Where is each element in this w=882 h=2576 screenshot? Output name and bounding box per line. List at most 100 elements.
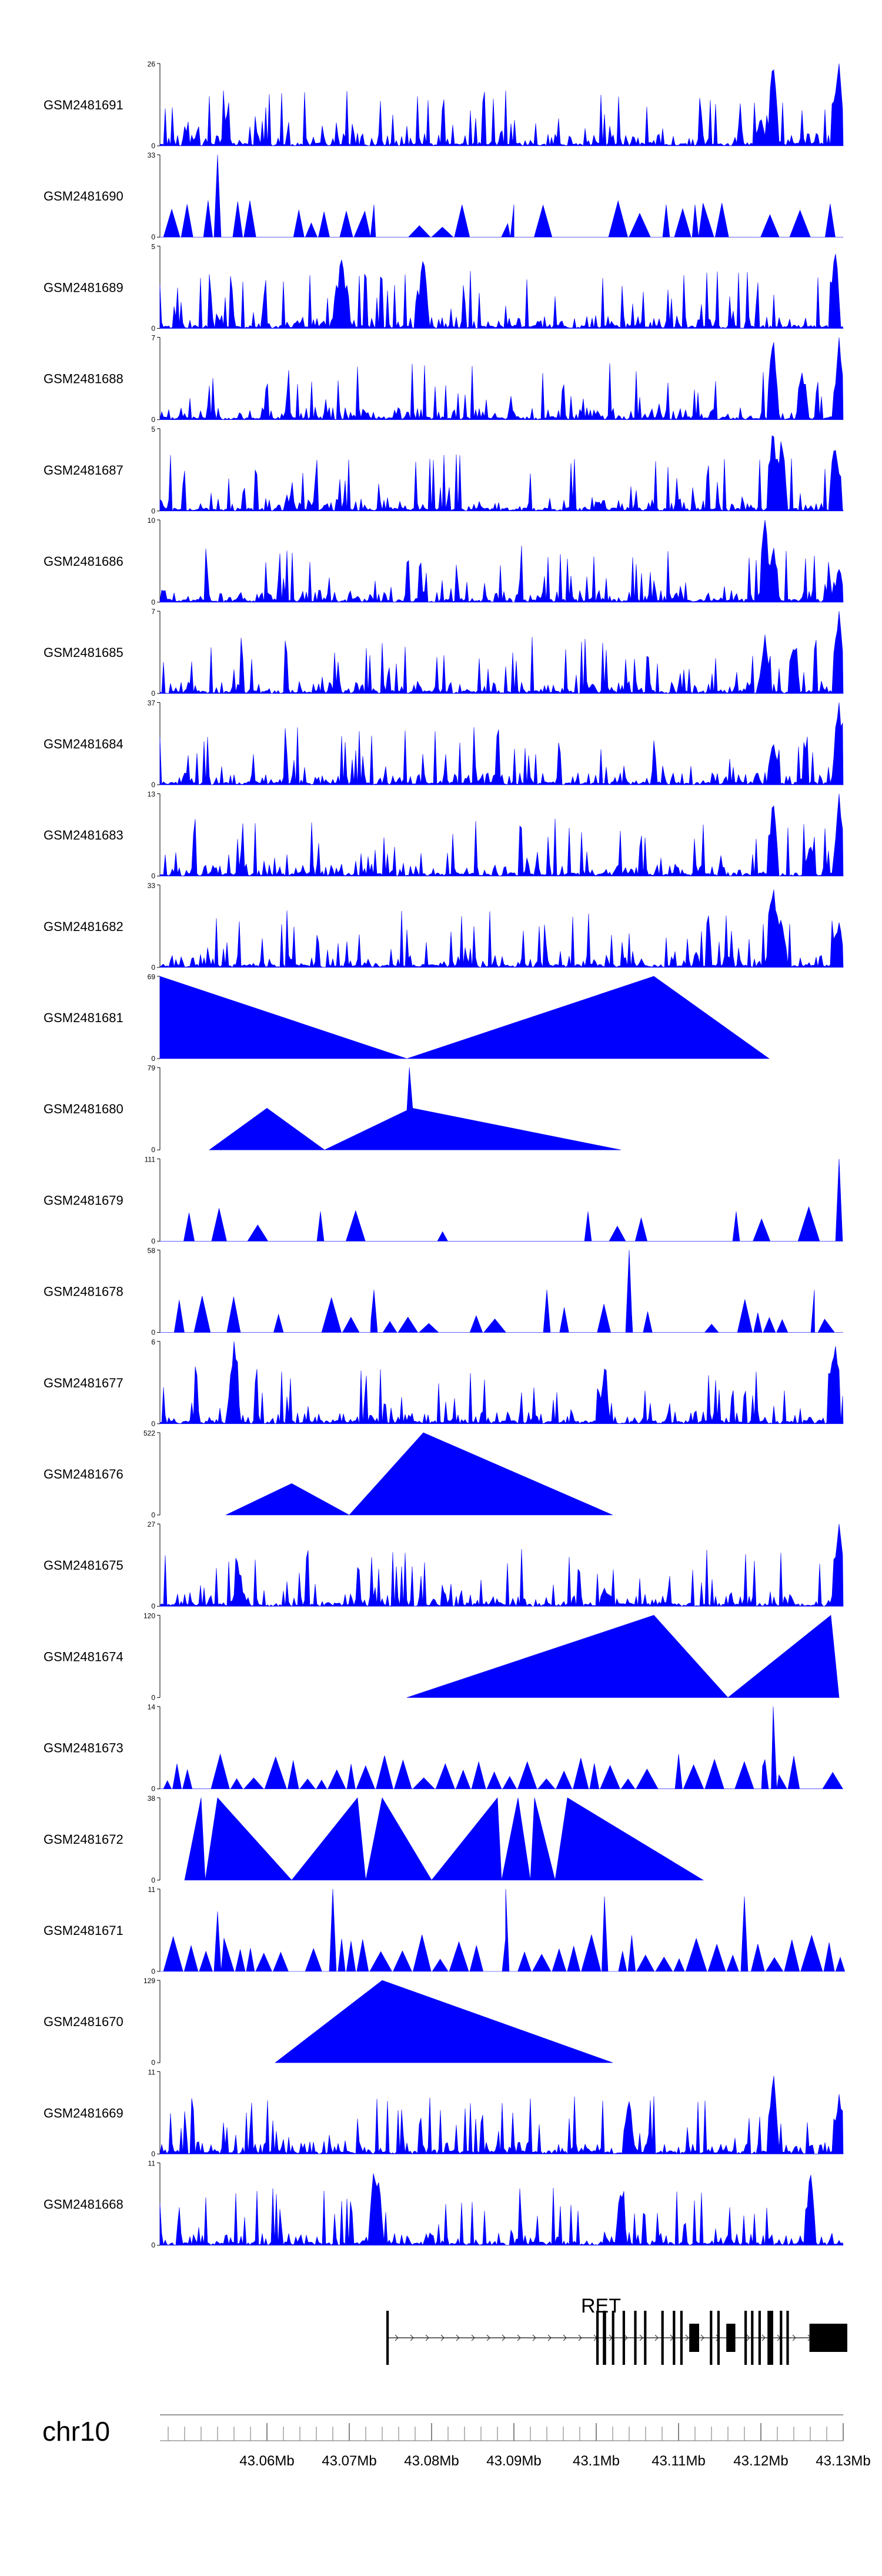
y-zero-label: 0 <box>151 1876 155 1884</box>
coverage-area <box>159 976 770 1059</box>
strand-arrow-icon <box>761 2334 766 2341</box>
track-label: GSM2481686 <box>44 554 123 569</box>
track-GSM2481674: GSM2481674 120 0 <box>44 1611 840 1701</box>
track-label: GSM2481680 <box>44 1102 123 1116</box>
track-GSM2481671: GSM2481671 11 0 <box>44 1886 846 1976</box>
y-zero-label: 0 <box>151 598 155 606</box>
y-zero-label: 0 <box>151 1237 155 1245</box>
exon-19 <box>780 2311 783 2365</box>
exon-17 <box>758 2311 761 2365</box>
y-zero-label: 0 <box>151 1420 155 1428</box>
exon-14 <box>726 2324 736 2352</box>
strand-arrow-icon <box>746 2334 750 2341</box>
y-max-label: 129 <box>143 1977 155 1985</box>
y-max-label: 33 <box>148 882 156 890</box>
track-label: GSM2481669 <box>44 2105 123 2120</box>
track-GSM2481680: GSM2481680 79 0 <box>44 1064 622 1154</box>
y-max-label: 69 <box>148 973 156 981</box>
coverage-area <box>184 1797 704 1881</box>
track-GSM2481670: GSM2481670 129 0 <box>44 1977 613 2067</box>
track-label: GSM2481676 <box>44 1467 123 1481</box>
exon-9 <box>673 2311 676 2365</box>
track-GSM2481686: GSM2481686 10 0 <box>44 516 844 606</box>
exon-10 <box>680 2311 683 2365</box>
strand-arrow-icon <box>532 2334 536 2341</box>
strand-arrow-icon <box>486 2334 490 2341</box>
exon-2 <box>596 2311 599 2365</box>
coverage-area <box>159 611 844 694</box>
track-label: GSM2481690 <box>44 189 123 203</box>
coverage-area <box>159 1341 844 1424</box>
coverage-area <box>160 1706 843 1789</box>
track-label: GSM2481677 <box>44 1376 123 1390</box>
exon-5 <box>622 2311 625 2365</box>
y-max-label: 79 <box>148 1064 156 1072</box>
coverage-area <box>159 793 844 877</box>
coverage-area <box>160 155 843 238</box>
strand-arrow-icon <box>685 2334 689 2341</box>
coverage-area <box>159 702 844 785</box>
track-label: GSM2481687 <box>44 463 123 478</box>
y-max-label: 10 <box>148 516 156 525</box>
track-label: GSM2481678 <box>44 1284 123 1299</box>
track-GSM2481676: GSM2481676 522 0 <box>44 1429 613 1519</box>
track-GSM2481689: GSM2481689 5 0 <box>44 242 844 332</box>
track-GSM2481679: GSM2481679 111 0 <box>44 1155 843 1245</box>
y-max-label: 7 <box>151 334 155 342</box>
strand-arrow-icon <box>624 2334 628 2341</box>
y-max-label: 38 <box>148 1794 156 1803</box>
exon-20 <box>786 2311 789 2365</box>
y-max-label: 11 <box>148 2068 156 2076</box>
strand-arrow-icon <box>425 2334 429 2341</box>
y-max-label: 120 <box>143 1611 155 1620</box>
coverage-area <box>225 1432 613 1516</box>
track-GSM2481677: GSM2481677 6 0 <box>44 1338 844 1428</box>
gene-name: RET <box>581 2295 621 2317</box>
y-max-label: 13 <box>148 790 156 799</box>
y-zero-label: 0 <box>151 2150 155 2158</box>
y-max-label: 7 <box>151 608 155 616</box>
x-tick-label: 43.08Mb <box>404 2453 459 2469</box>
track-label: GSM2481679 <box>44 1193 123 1207</box>
track-label: GSM2481670 <box>44 2014 123 2029</box>
exon-11 <box>689 2324 699 2352</box>
y-zero-label: 0 <box>151 416 155 424</box>
track-GSM2481687: GSM2481687 5 0 <box>44 425 844 515</box>
exon-4 <box>612 2311 614 2365</box>
y-max-label: 33 <box>148 151 156 159</box>
strand-arrow-icon <box>440 2334 445 2341</box>
y-zero-label: 0 <box>151 2058 155 2067</box>
track-label: GSM2481682 <box>44 919 123 934</box>
exon-12 <box>710 2311 713 2365</box>
coverage-area <box>159 1524 844 1607</box>
coverage-area <box>159 2076 844 2155</box>
strand-arrow-icon <box>700 2334 704 2341</box>
y-zero-label: 0 <box>151 1146 155 1154</box>
track-label: GSM2481681 <box>44 1010 123 1025</box>
exon-18 <box>767 2311 773 2365</box>
y-max-label: 27 <box>148 1520 156 1529</box>
track-GSM2481688: GSM2481688 7 0 <box>44 334 844 424</box>
y-zero-label: 0 <box>151 142 155 150</box>
strand-arrow-icon <box>654 2334 659 2341</box>
track-GSM2481668: GSM2481668 11 0 <box>44 2160 844 2250</box>
track-GSM2481672: GSM2481672 38 0 <box>44 1794 704 1884</box>
strand-arrow-icon <box>517 2334 521 2341</box>
coverage-area <box>159 435 844 512</box>
track-GSM2481675: GSM2481675 27 0 <box>44 1520 844 1610</box>
track-GSM2481684: GSM2481684 37 0 <box>44 699 844 789</box>
x-tick-label: 43.1Mb <box>573 2453 620 2469</box>
track-label: GSM2481688 <box>44 372 123 386</box>
strand-arrow-icon <box>639 2334 643 2341</box>
track-label: GSM2481673 <box>44 1741 123 1756</box>
exon-13 <box>717 2311 720 2365</box>
y-max-label: 11 <box>148 1886 156 1894</box>
y-max-label: 11 <box>148 2160 156 2168</box>
x-tick-label: 43.13Mb <box>816 2453 870 2469</box>
exon-1 <box>386 2311 389 2365</box>
coverage-area <box>159 2173 844 2246</box>
strand-arrow-icon <box>410 2334 414 2341</box>
exon-7 <box>644 2311 647 2365</box>
track-label: GSM2481675 <box>44 1558 123 1573</box>
